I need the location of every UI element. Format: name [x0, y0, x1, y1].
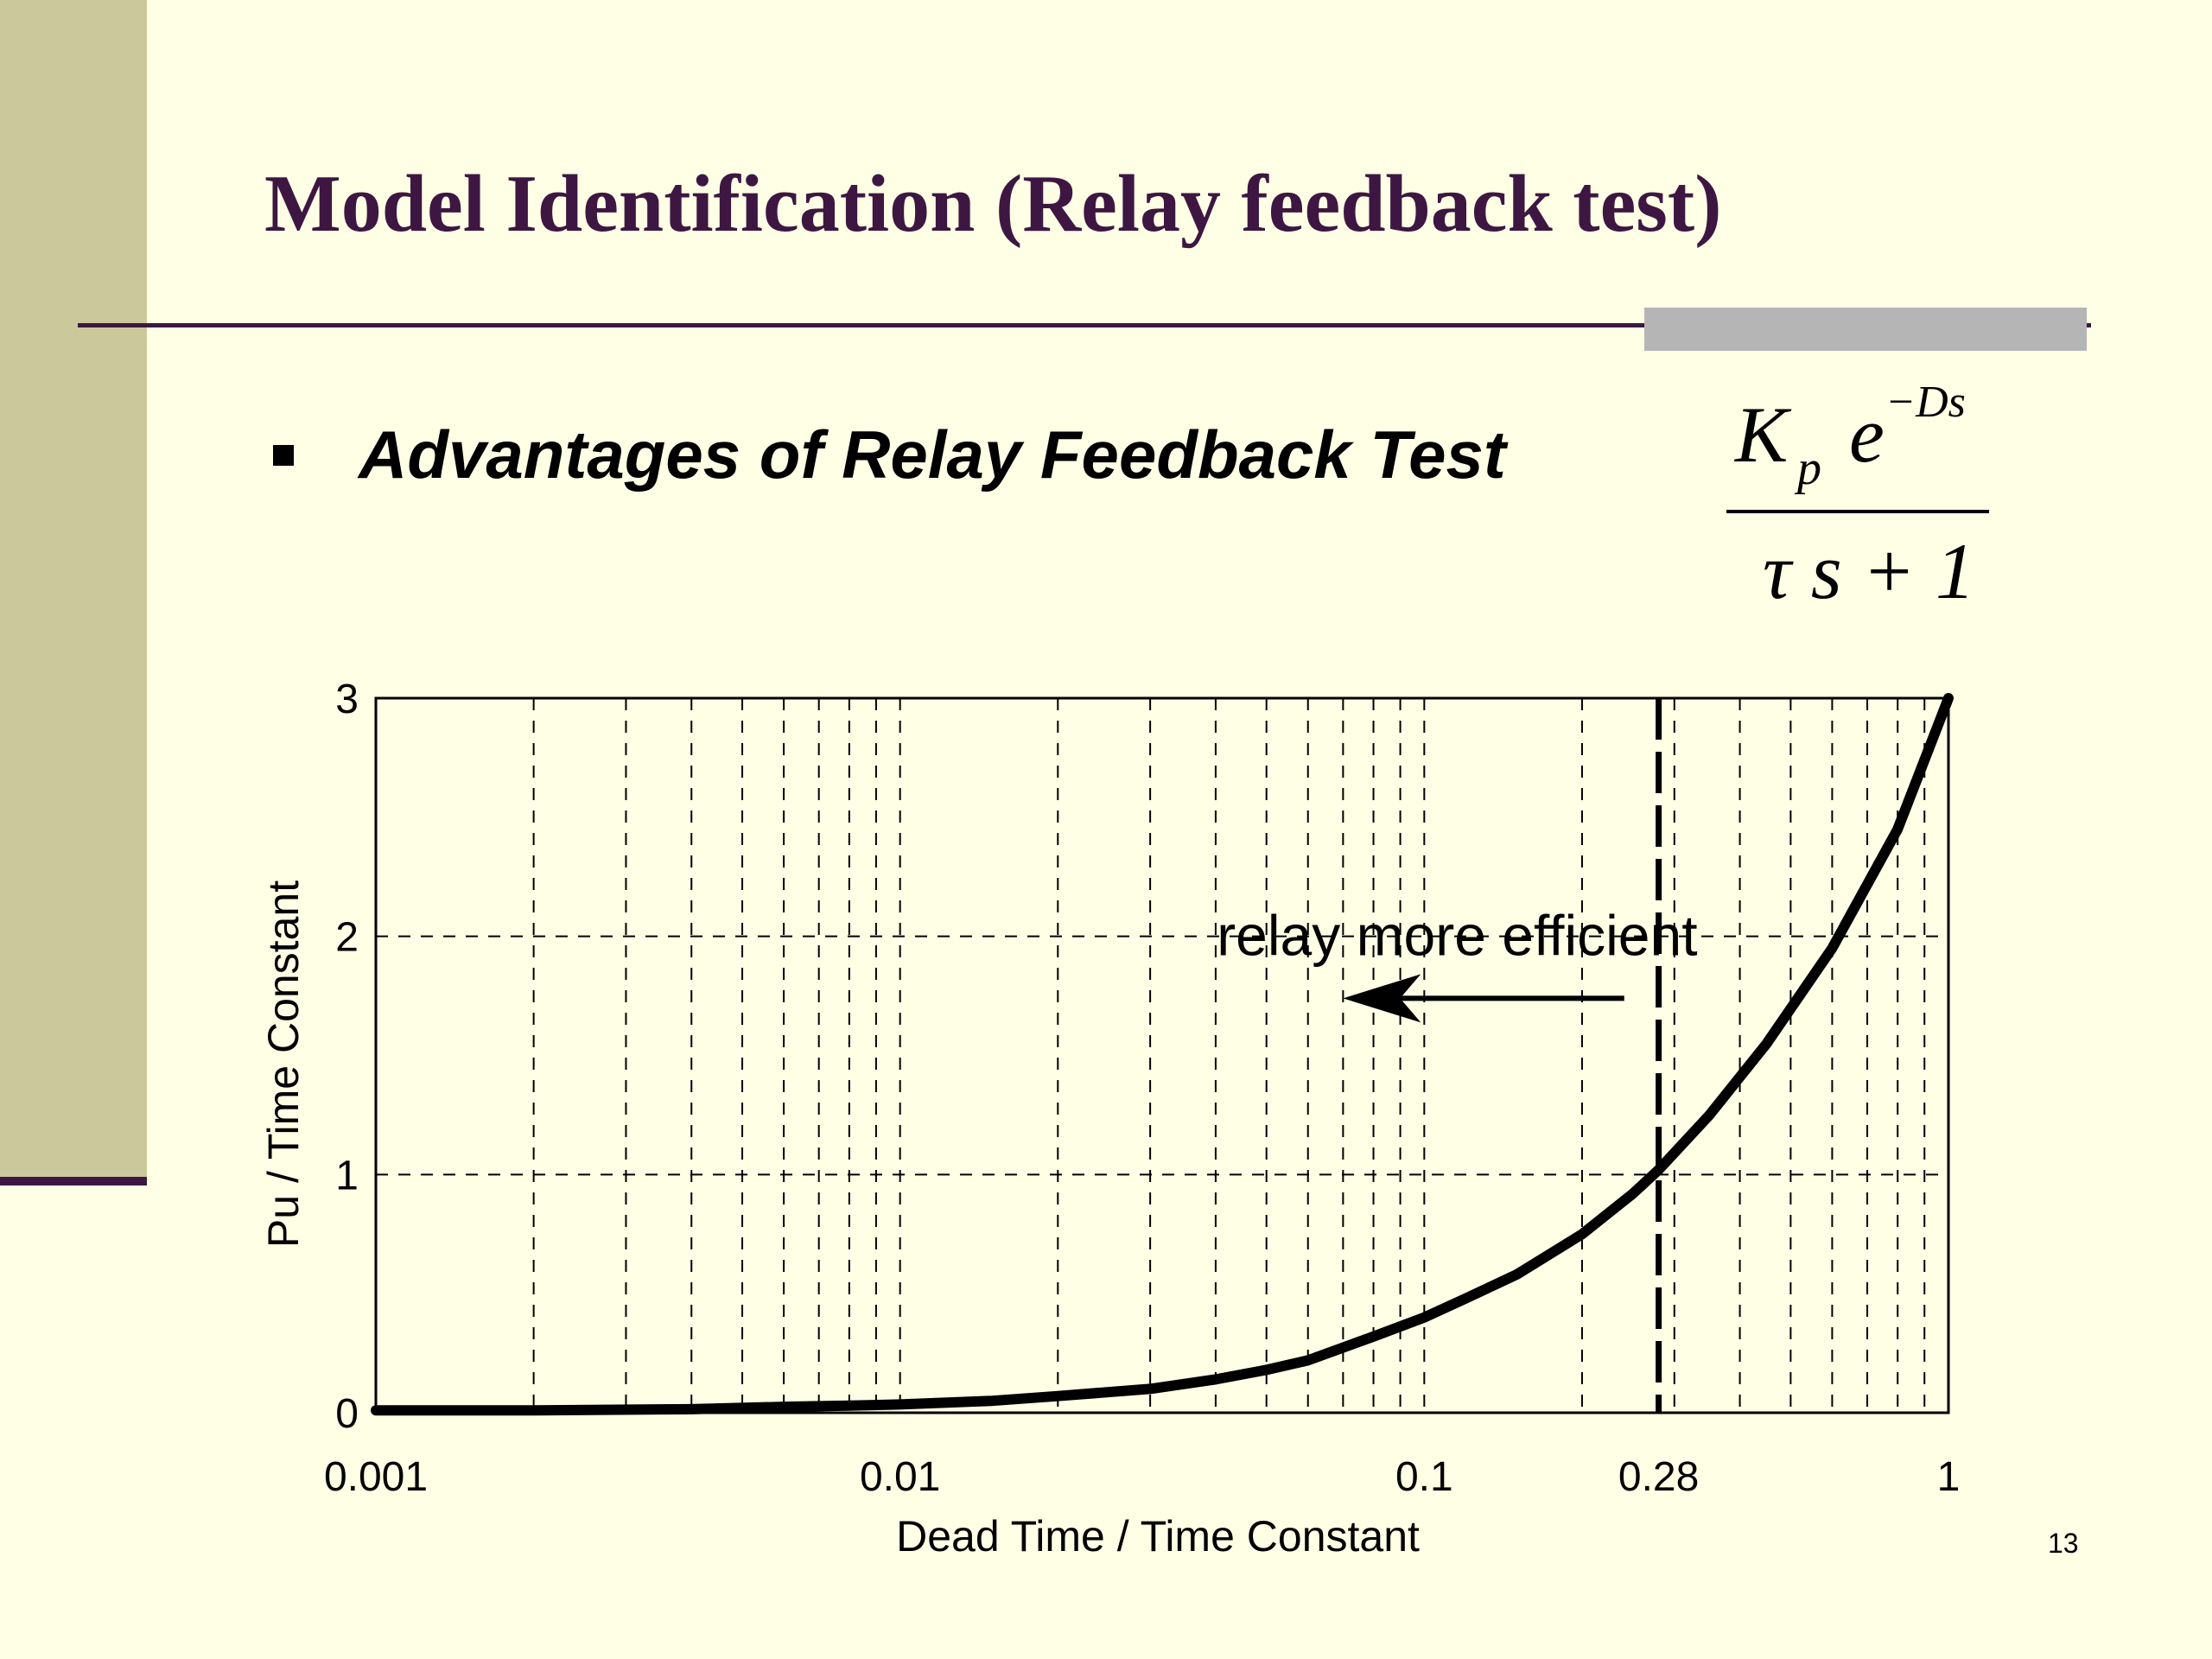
x-tick-label: 0.28: [1618, 1454, 1699, 1500]
bullet-text: Advantages of Relay Feedback Test: [359, 416, 1506, 493]
sidebar-rule: [0, 1177, 147, 1185]
sidebar-panel: [0, 0, 147, 1177]
y-tick-label: 2: [335, 915, 359, 961]
tick-layer: 0.001 0.01 0.1 0.28 1 0 1 2 3: [324, 677, 1960, 1500]
transfer-function-formula: K p e −Ds τ s + 1: [1719, 378, 1996, 622]
reference-layer: [1343, 698, 1662, 1413]
formula-gain: K: [1735, 391, 1789, 479]
annotation-text: relay more efficient: [1217, 904, 1697, 968]
formula-exp-base: e: [1849, 391, 1885, 479]
plot-frame: [374, 696, 1950, 1414]
annotation-arrow-head: [1343, 974, 1421, 1023]
curve-layer: [371, 693, 1954, 1416]
x-axis-label: Dead Time / Time Constant: [896, 1512, 1420, 1560]
x-tick-label: 0.01: [860, 1454, 940, 1500]
bullet-icon: [273, 445, 294, 466]
formula-denominator: τ s + 1: [1763, 527, 1975, 615]
title-accent-bar: [1644, 308, 2087, 351]
axis-label-layer: Dead Time / Time Constant Pu / Time Cons…: [259, 880, 1698, 1560]
formula-exponent: −Ds: [1885, 378, 1966, 427]
title-rule: [78, 323, 2091, 327]
y-tick-label: 3: [335, 677, 359, 722]
x-tick-label: 0.1: [1395, 1454, 1453, 1500]
formula-fraction-bar: [1726, 510, 1989, 513]
plot-border: [374, 696, 1950, 1414]
grid-layer: [376, 698, 1948, 1413]
page-number: 13: [2048, 1528, 2079, 1559]
y-axis-label: Pu / Time Constant: [259, 880, 308, 1248]
y-tick-label: 0: [335, 1391, 359, 1437]
x-tick-label: 0.001: [324, 1454, 428, 1500]
slide-title: Model Identification (Relay feedback tes…: [264, 159, 1722, 249]
x-tick-label: 1: [1937, 1454, 1961, 1500]
formula-gain-subscript: p: [1797, 442, 1821, 495]
y-tick-label: 1: [335, 1153, 359, 1198]
series-curve: [371, 693, 1954, 1416]
